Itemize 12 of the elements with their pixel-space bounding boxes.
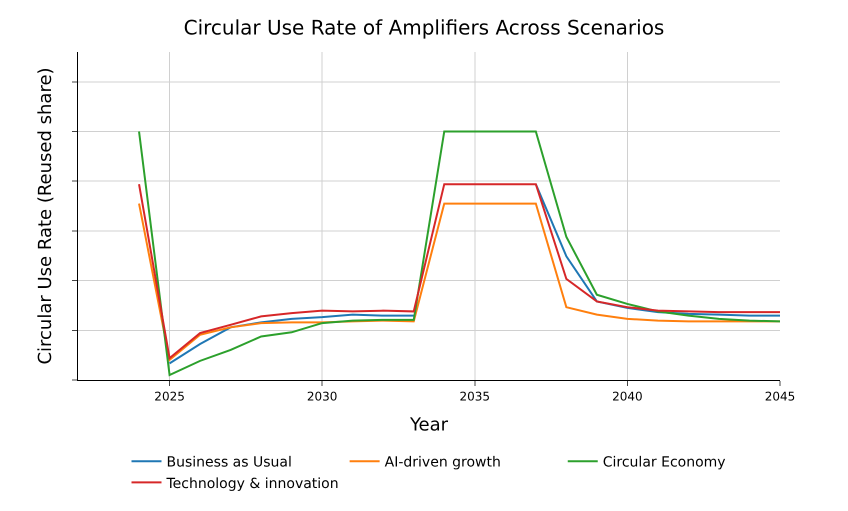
legend-label: AI-driven growth <box>384 454 501 471</box>
legend-label: Business as Usual <box>166 454 292 471</box>
chart-title: Circular Use Rate of Amplifiers Across Scenarios <box>184 15 664 40</box>
legend-label: Technology & innovation <box>166 476 339 492</box>
legend-label: Circular Economy <box>602 454 726 471</box>
x-axis-title: Year <box>408 414 449 436</box>
x-tick-label: 2035 <box>460 389 490 404</box>
x-tick-label: 2045 <box>764 389 796 404</box>
x-tick-label: 2025 <box>154 389 185 404</box>
x-tick-label: 2030 <box>306 389 338 404</box>
x-tick-label: 2040 <box>612 389 643 404</box>
y-axis-title: Circular Use Rate (Reused share) <box>35 67 56 365</box>
